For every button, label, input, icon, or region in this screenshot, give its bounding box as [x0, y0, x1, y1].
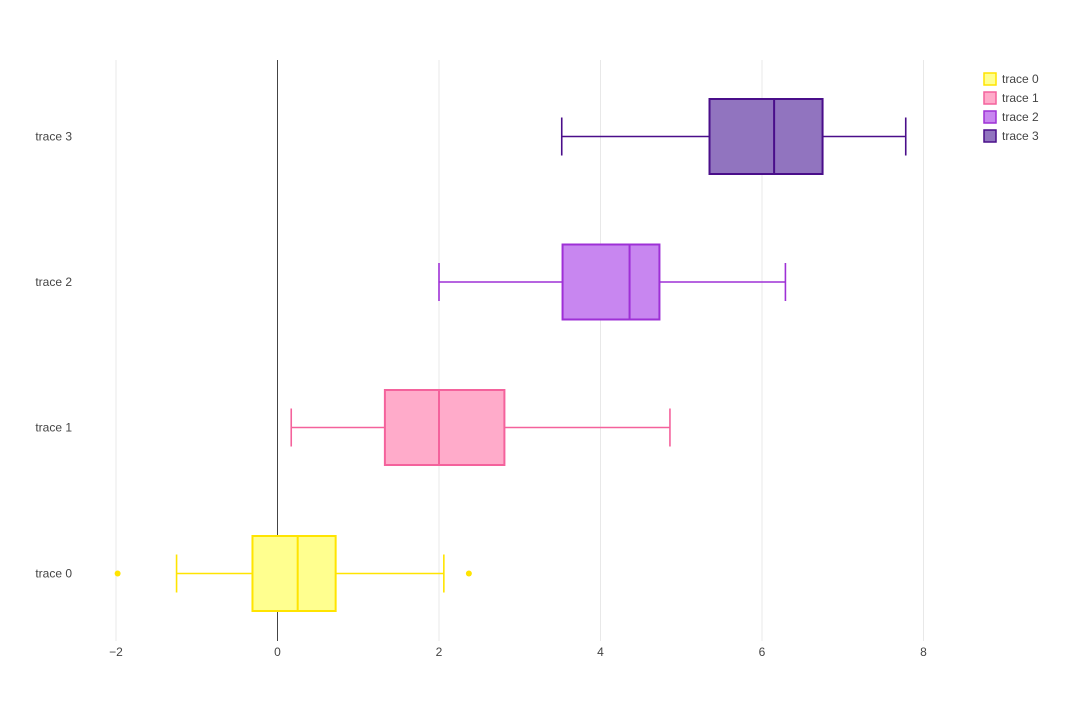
y-axis-label-trace-3: trace 3: [35, 130, 72, 144]
box-trace-0[interactable]: [114, 535, 472, 612]
y-axis-label-trace-0: trace 0: [35, 567, 72, 581]
box-rect-trace-0: [251, 535, 337, 612]
legend-swatch-trace-1: [983, 91, 997, 105]
box-rect-trace-3: [708, 98, 824, 175]
x-axis-tick-label: 0: [274, 645, 281, 659]
legend-label-trace-0: trace 0: [1002, 72, 1039, 86]
legend-item-trace-0[interactable]: trace 0: [983, 72, 1039, 86]
legend-swatch-trace-2: [983, 110, 997, 124]
x-axis-tick-label: 6: [759, 645, 766, 659]
box-trace-3[interactable]: [560, 98, 907, 175]
x-axis-tick-label: −2: [109, 645, 123, 659]
x-axis-tick-label: 4: [597, 645, 604, 659]
legend-swatch-trace-3: [983, 129, 997, 143]
box-trace-2[interactable]: [438, 243, 787, 321]
x-axis-tick-label: 2: [436, 645, 443, 659]
y-axis-label-trace-2: trace 2: [35, 275, 72, 289]
y-axis-label-trace-1: trace 1: [35, 421, 72, 435]
box-rect-trace-2: [561, 243, 661, 321]
legend: trace 0 trace 1 trace 2 trace 3: [983, 72, 1039, 143]
legend-item-trace-1[interactable]: trace 1: [983, 91, 1039, 105]
box-trace-1[interactable]: [290, 389, 671, 466]
legend-label-trace-3: trace 3: [1002, 129, 1039, 143]
outlier-point-trace-0[interactable]: [465, 570, 472, 577]
legend-item-trace-2[interactable]: trace 2: [983, 110, 1039, 124]
legend-swatch-trace-0: [983, 72, 997, 86]
legend-label-trace-1: trace 1: [1002, 91, 1039, 105]
box-rect-trace-1: [383, 389, 506, 466]
legend-item-trace-3[interactable]: trace 3: [983, 129, 1039, 143]
legend-label-trace-2: trace 2: [1002, 110, 1039, 124]
x-axis-tick-label: 8: [920, 645, 927, 659]
outlier-point-trace-0[interactable]: [114, 570, 121, 577]
